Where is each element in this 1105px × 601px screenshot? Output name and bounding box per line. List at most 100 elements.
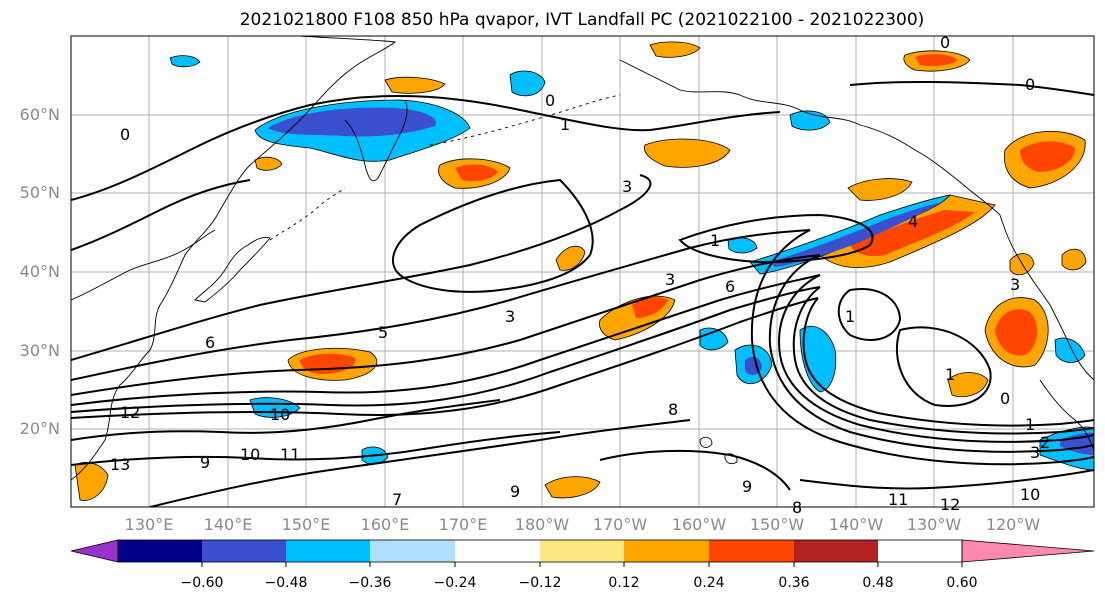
- coastline-mexico: [1039, 379, 1094, 451]
- contour-label: 1: [845, 307, 855, 326]
- lon-label-140w: 140°W: [829, 515, 884, 534]
- anomaly-shade-positive: [649, 41, 701, 58]
- colorbar-tick-label: −0.60: [181, 575, 224, 591]
- contour-label: 1: [560, 115, 570, 134]
- contour-line: [750, 229, 1094, 466]
- contour-label: 9: [510, 482, 520, 501]
- anomaly-shade-positive: [544, 476, 601, 499]
- contour-label: 13: [110, 455, 130, 474]
- anomaly-shade-positive: [384, 76, 446, 94]
- contour-line: [792, 286, 1094, 435]
- contour-label: 0: [120, 125, 130, 144]
- contour-label: 0: [545, 91, 555, 110]
- colorbar-segment: [455, 540, 540, 562]
- colorbar-segment: [624, 540, 709, 562]
- coastline-hawaii: [699, 436, 738, 465]
- contour-label: 1: [1025, 415, 1035, 434]
- anomaly-shade-positive: [947, 372, 989, 398]
- anomaly-shade-positive: [254, 156, 283, 171]
- contour-label: 1: [945, 365, 955, 384]
- contour-label: 5: [378, 323, 388, 342]
- latitude-labels: 60°N 50°N 40°N 30°N 20°N: [20, 105, 60, 438]
- colorbar-tick-label: 0.36: [778, 575, 809, 591]
- coastline-asia: [71, 36, 397, 481]
- colorbar-segments: [70, 539, 1095, 563]
- lon-label-170w: 170°W: [593, 515, 648, 534]
- map-panel: 0 1 3 5 6 10 12 1 3 0 3 6 1 4 1 0 0 3 1 …: [20, 33, 1095, 534]
- colorbar-segment: [118, 540, 202, 562]
- colorbar-segment: [794, 540, 878, 562]
- colorbar-segment: [709, 540, 794, 562]
- anomaly-shade-positive: [847, 178, 913, 201]
- colorbar-tick-labels: −0.60 −0.48 −0.36 −0.24 −0.12 0.12 0.24 …: [181, 575, 978, 591]
- contour-line: [71, 431, 561, 466]
- anomaly-shade-negative: [770, 203, 940, 267]
- contour-label: 2: [1040, 433, 1050, 452]
- contour-label: 0: [940, 33, 950, 52]
- contour-line: [391, 178, 594, 293]
- contour-line: [71, 254, 821, 396]
- colorbar-tick-label: −0.48: [265, 575, 308, 591]
- contour-label: 9: [742, 477, 752, 496]
- anomaly-shade-negative: [169, 55, 201, 68]
- lon-label-130w: 130°W: [907, 515, 962, 534]
- lat-label-60n: 60°N: [20, 105, 60, 124]
- colorbar-tick-label: 0.48: [862, 575, 893, 591]
- contour-label: 6: [205, 333, 215, 352]
- contour-label: 7: [392, 490, 402, 509]
- lon-label-160w: 160°W: [672, 515, 727, 534]
- anomaly-shade-positive: [455, 164, 498, 182]
- contour-label: 10: [270, 405, 290, 424]
- coastline-aleutians: [429, 94, 621, 146]
- coastline-kuril-islands: [269, 187, 346, 241]
- anomaly-shade-positive: [850, 210, 975, 257]
- lat-label-50n: 50°N: [20, 183, 60, 202]
- contour-line: [849, 80, 1094, 96]
- colorbar: −0.60 −0.48 −0.36 −0.24 −0.12 0.12 0.24 …: [70, 539, 1095, 591]
- longitude-labels: 130°E 140°E 150°E 160°E 170°E 180°W 170°…: [125, 515, 1041, 534]
- lat-label-30n: 30°N: [20, 341, 60, 360]
- coastline-north-america: [999, 214, 1094, 381]
- anomaly-shade-negative: [268, 107, 436, 137]
- contour-line: [149, 419, 691, 507]
- anomaly-shade-positive: [995, 309, 1038, 356]
- lon-label-120w: 120°W: [986, 515, 1041, 534]
- contour-line: [768, 254, 1094, 453]
- contour-line: [71, 274, 821, 406]
- colorbar-segment: [370, 540, 455, 562]
- contour-label: 9: [200, 453, 210, 472]
- map-frame: [70, 35, 1095, 508]
- anomaly-shade-positive: [643, 138, 731, 168]
- colorbar-extend-min: [70, 539, 119, 563]
- lon-label-130e: 130°E: [125, 515, 174, 534]
- anomaly-shade-positive: [1061, 248, 1087, 271]
- contour-line: [71, 94, 781, 201]
- contour-label: 11: [280, 445, 300, 464]
- anomaly-shade-negative: [799, 325, 837, 393]
- contour-label: 4: [908, 212, 918, 231]
- lon-label-150w: 150°W: [750, 515, 805, 534]
- contour-label: 6: [725, 277, 735, 296]
- contour-line: [71, 399, 501, 441]
- figure-title: 2021021800 F108 850 hPa qvapor, IVT Land…: [240, 10, 925, 30]
- lon-label-180w: 180°W: [515, 515, 570, 534]
- contour-label: 11: [888, 490, 908, 509]
- contour-line: [71, 174, 652, 361]
- lon-label-160e: 160°E: [361, 515, 410, 534]
- contour-line: [678, 213, 874, 264]
- anomaly-shade-positive: [1020, 141, 1075, 172]
- colorbar-tick-label: 0.60: [946, 575, 977, 591]
- contour-label: 8: [668, 400, 678, 419]
- colorbar-tick-label: 0.24: [693, 575, 724, 591]
- contour-line: [71, 286, 821, 413]
- contour-label: 0: [1025, 75, 1035, 94]
- lat-label-20n: 20°N: [20, 419, 60, 438]
- contour-line: [71, 229, 811, 381]
- contour-label: 10: [1020, 485, 1040, 504]
- contour-label: 3: [622, 177, 632, 196]
- lon-label-140e: 140°E: [204, 515, 253, 534]
- contour-line: [778, 274, 1094, 443]
- contour-label: 12: [940, 495, 960, 514]
- contour-line: [71, 179, 251, 251]
